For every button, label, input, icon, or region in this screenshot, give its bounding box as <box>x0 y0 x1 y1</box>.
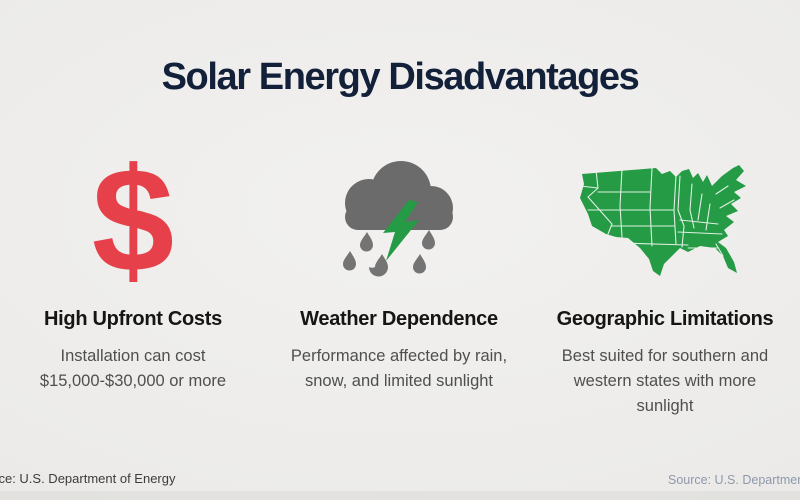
card-geographic-limitations: Geographic Limitations Best suited for s… <box>532 157 798 419</box>
source-attribution-left: Source: U.S. Department of Energy <box>0 471 176 486</box>
body-line: snow, and limited sunlight <box>304 372 494 390</box>
body-line: Performance affected by rain, <box>290 347 508 365</box>
column-heading: High Upfront Costs <box>44 308 222 330</box>
icon-area <box>576 157 754 292</box>
card-high-upfront-costs: $ High Upfront Costs Installation can co… <box>0 146 266 419</box>
column-body: Best suited for southern and western sta… <box>562 344 768 419</box>
column-heading: Weather Dependence <box>300 308 498 330</box>
column-heading: Geographic Limitations <box>556 308 774 330</box>
rain-cloud-lightning-icon <box>343 160 453 277</box>
body-line: Installation can cost <box>60 347 206 365</box>
usa-outline <box>580 164 746 276</box>
page-title: Solar Energy Disadvantages <box>161 56 640 98</box>
icon-area: $ <box>92 146 174 294</box>
icon-area <box>339 157 459 292</box>
lightning-bolt-icon <box>383 199 419 261</box>
body-line: sunlight <box>636 397 694 415</box>
source-attribution-right: Source: U.S. Department of Energy <box>668 473 800 487</box>
state-borders <box>579 166 735 257</box>
column-body: Performance affected by rain, snow, and … <box>291 344 507 394</box>
body-line: western states with more <box>573 372 757 390</box>
body-line: Best suited for southern and <box>561 347 769 365</box>
columns-row: $ High Upfront Costs Installation can co… <box>0 146 800 419</box>
raindrop-icon <box>343 229 435 277</box>
column-body: Installation can cost $15,000-$30,000 or… <box>40 344 226 394</box>
usa-map-icon <box>579 164 746 276</box>
dollar-sign-icon: $ <box>91 137 175 303</box>
body-line: $15,000-$30,000 or more <box>39 372 227 390</box>
card-weather-dependence: Weather Dependence Performance affected … <box>266 157 532 419</box>
